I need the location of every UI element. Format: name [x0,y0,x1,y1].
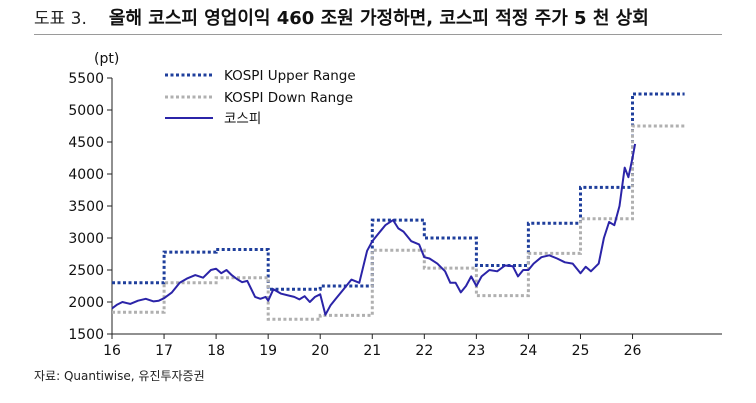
title-divider [34,34,722,35]
series-upper-range-line [112,92,685,291]
y-unit-label: (pt) [94,51,119,67]
x-tick-label: 21 [363,343,381,359]
figure-title: 올해 코스피 영업이익 460 조원 가정하면, 코스피 적정 주가 5 천 상… [108,8,649,29]
x-tick-label: 23 [467,343,485,359]
y-tick-label: 5000 [68,103,104,119]
y-tick-label: 4500 [68,135,104,151]
series-lines [111,92,685,321]
figure-number: 도표 3. [34,9,87,29]
figure-header: 도표 3. 올해 코스피 영업이익 460 조원 가정하면, 코스피 적정 주가… [34,4,722,34]
y-tick-label: 3000 [68,231,104,247]
y-tick-label: 2000 [68,295,104,311]
y-tick-label: 3500 [68,199,104,215]
y-tick-label: 2500 [68,263,104,279]
x-tick-label: 17 [155,343,173,359]
y-tick-label: 4000 [68,167,104,183]
series-kospi-line [111,143,637,316]
x-tick-label: 26 [624,343,642,359]
legend-label: KOSPI Down Range [224,90,353,106]
y-tick-label: 5500 [68,71,104,87]
x-tick-label: 16 [103,343,121,359]
kospi-chart: (pt) 1500 2000 2500 3000 3500 4000 4500 5000 5500… [68,51,722,359]
axes: (pt) 1500 2000 2500 3000 3500 4000 4500 5000 5500… [68,51,722,359]
x-tick-label: 19 [259,343,277,359]
legend: KOSPI Upper Range KOSPI Down Range 코스피 [165,68,356,127]
source-note: 자료: Quantiwise, 유진투자증권 [34,369,205,383]
legend-label: 코스피 [224,111,261,127]
legend-label: KOSPI Upper Range [224,68,356,84]
x-tick-label: 18 [207,343,225,359]
x-tick-label: 22 [415,343,433,359]
x-tick-label: 20 [311,343,329,359]
y-tick-label: 1500 [68,327,104,343]
x-tick-label: 25 [572,343,590,359]
series-down-range-line [112,124,685,321]
x-tick-label: 24 [520,343,538,359]
